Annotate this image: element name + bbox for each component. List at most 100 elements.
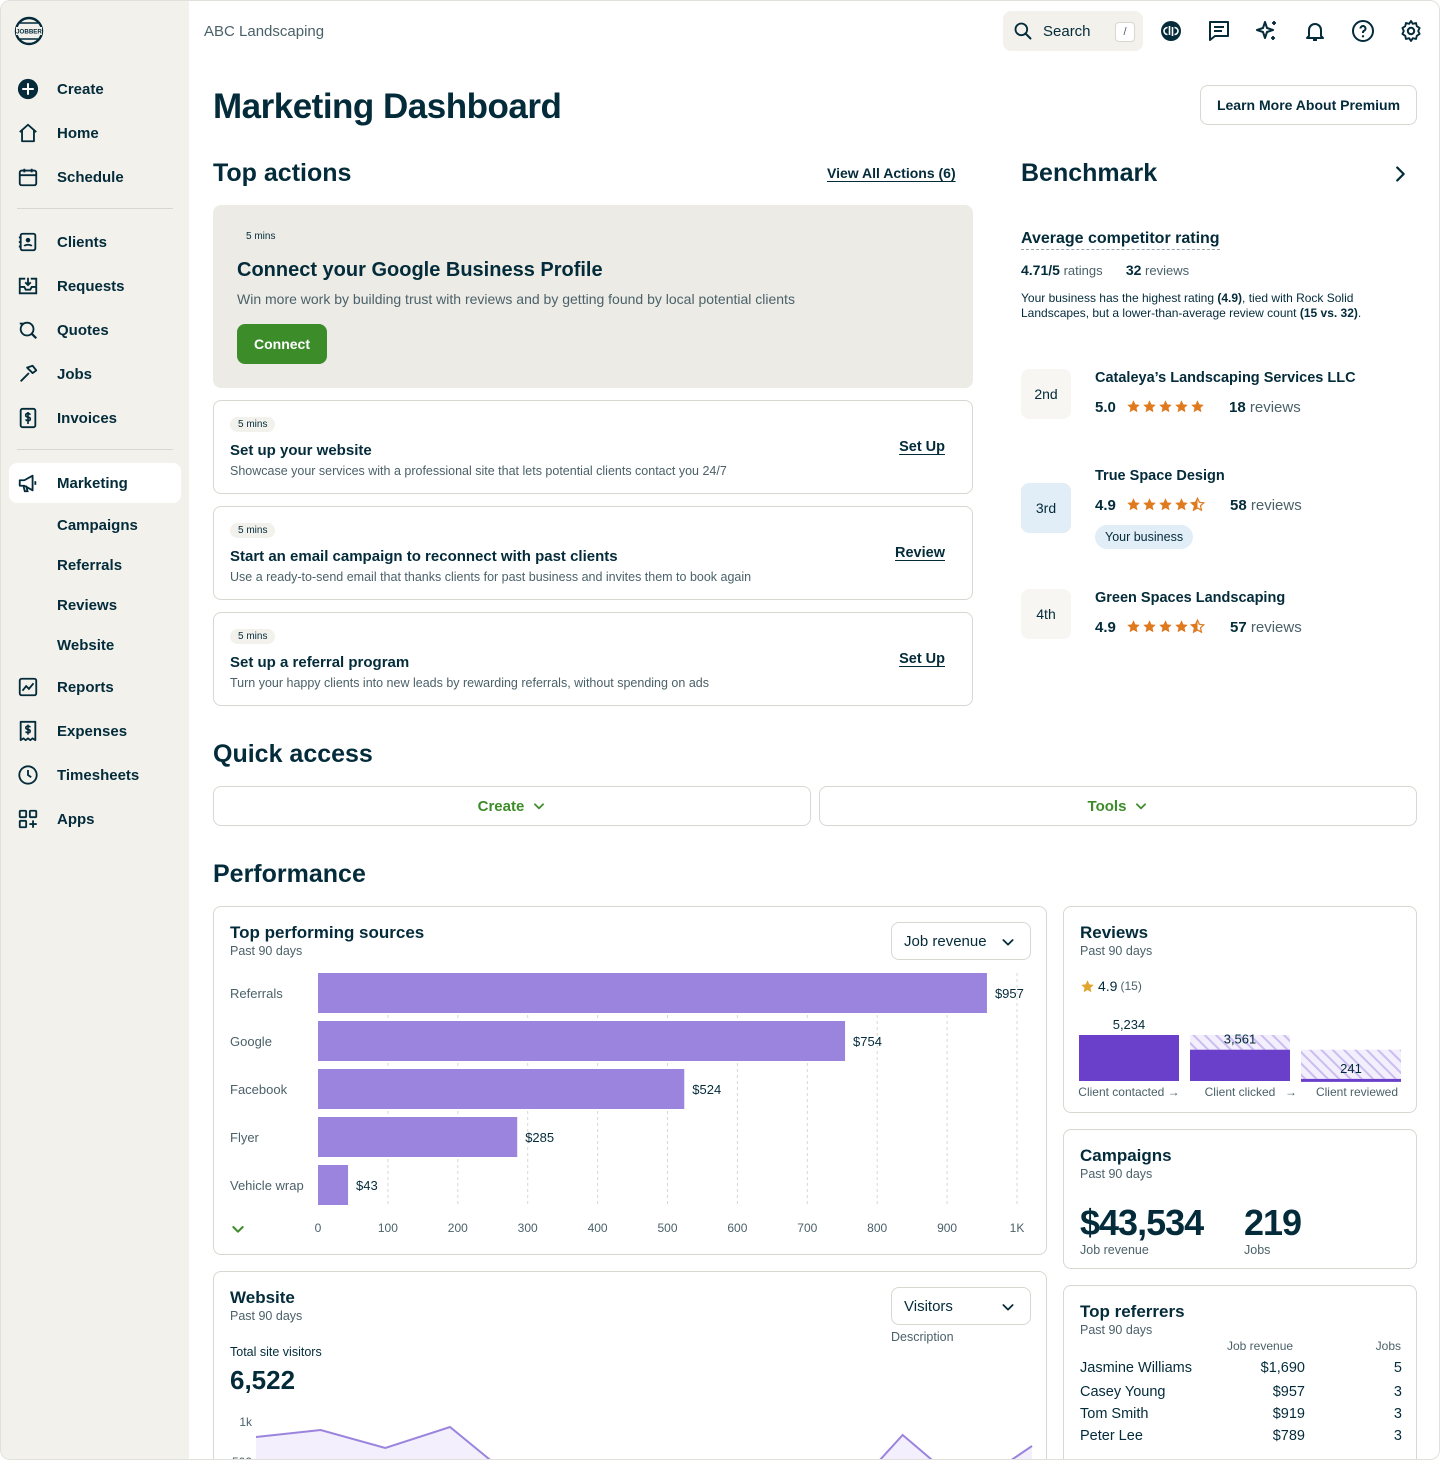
x-tick-label: 400 <box>588 1221 608 1235</box>
hammer-icon <box>20 364 38 382</box>
sidebar-item-label: Schedule <box>57 168 124 186</box>
settings-gear-icon[interactable] <box>1399 19 1423 43</box>
sidebar-item-home[interactable]: Home <box>9 113 181 153</box>
bar[interactable] <box>318 1165 349 1205</box>
search-box[interactable]: Search / <box>1003 11 1143 51</box>
sidebar-item-jobs[interactable]: Jobs <box>9 354 181 394</box>
referrer-name: Casey Young <box>1080 1384 1166 1400</box>
sidebar-item-expenses[interactable]: Expenses <box>9 711 181 751</box>
quick-create-dropdown[interactable]: Create <box>213 786 811 826</box>
bell-icon[interactable] <box>1303 19 1327 43</box>
y-tick-label: 1k <box>239 1415 253 1429</box>
action-description: Use a ready-to-send email that thanks cl… <box>230 570 752 584</box>
chevron-down-icon <box>1002 939 1014 946</box>
sparkle-ai-icon[interactable] <box>1255 19 1279 43</box>
sidebar-item-invoices[interactable]: Invoices <box>9 398 181 438</box>
google-profile-action-card: 5 mins Connect your Google Business Prof… <box>213 205 973 388</box>
view-all-actions-link[interactable]: View All Actions (6) <box>827 165 956 181</box>
set-up-referral-link[interactable]: Set Up <box>899 651 945 667</box>
time-badge: 5 mins <box>246 231 276 242</box>
metric-select-value: Job revenue <box>904 932 987 950</box>
action-title: Set up your website <box>230 442 372 459</box>
sidebar-subitem-website[interactable]: Website <box>57 637 115 654</box>
x-tick-label: 700 <box>797 1221 817 1235</box>
sidebar-item-reports[interactable]: Reports <box>9 667 181 707</box>
card-title: Website <box>230 1288 295 1307</box>
sidebar-item-create[interactable]: Create <box>9 69 181 109</box>
company-name[interactable]: ABC Landscaping <box>204 23 325 40</box>
sidebar-item-clients[interactable]: Clients <box>9 222 181 262</box>
learn-more-premium-button[interactable]: Learn More About Premium <box>1200 85 1417 125</box>
sidebar-divider <box>17 449 173 450</box>
card-subtitle: Past 90 days <box>1080 944 1153 958</box>
arrow-right-icon: → <box>1285 1085 1297 1099</box>
funnel-bar[interactable] <box>1190 1049 1290 1081</box>
megaphone-icon <box>18 474 37 493</box>
connect-button[interactable]: Connect <box>237 324 327 364</box>
competitor-name: True Space Design <box>1095 468 1225 484</box>
bar[interactable] <box>318 973 987 1013</box>
quick-tools-dropdown[interactable]: Tools <box>819 786 1417 826</box>
help-icon[interactable] <box>1351 19 1375 43</box>
review-campaign-link[interactable]: Review <box>895 545 945 561</box>
sidebar-item-schedule[interactable]: Schedule <box>9 157 181 197</box>
action-description: Win more work by building trust with rev… <box>237 291 795 307</box>
sidebar-subitem-reviews[interactable]: Reviews <box>57 597 118 614</box>
dropoff-area <box>1190 1035 1290 1050</box>
sidebar-item-apps[interactable]: Apps <box>9 799 181 839</box>
sidebar-subitem-campaigns[interactable]: Campaigns <box>57 517 138 534</box>
sidebar-item-label: Create <box>57 80 104 98</box>
sidebar-item-marketing[interactable]: Marketing <box>9 463 181 503</box>
x-tick-label: 600 <box>727 1221 747 1235</box>
bar[interactable] <box>318 1069 685 1109</box>
value-label: $957 <box>995 986 1024 1001</box>
sidebar-divider <box>17 208 173 209</box>
website-metric-select[interactable]: Visitors <box>891 1287 1031 1325</box>
funnel-bar[interactable] <box>1079 1035 1179 1081</box>
chevron-right-icon[interactable] <box>1389 163 1411 185</box>
sidebar-item-timesheets[interactable]: Timesheets <box>9 755 181 795</box>
metric-select-value: Visitors <box>904 1297 953 1315</box>
rating-count: (15) <box>1120 979 1142 993</box>
sidebar-item-label: Timesheets <box>57 766 140 784</box>
expand-chevron-icon[interactable] <box>230 1221 246 1237</box>
star-icon <box>1143 400 1156 413</box>
jobber-logo-icon[interactable]: JOBBER <box>13 15 45 47</box>
value-label: $285 <box>525 1130 554 1145</box>
referrer-jobs: 3 <box>1393 1406 1402 1422</box>
sidebar-item-quotes[interactable]: Quotes <box>9 310 181 350</box>
col-header-jobs: Jobs <box>1375 1339 1401 1353</box>
total-visitors-value: 6,522 <box>230 1365 296 1395</box>
select-description: Description <box>891 1330 954 1344</box>
receipt-dollar-icon <box>19 720 37 742</box>
star-rating <box>1126 399 1205 415</box>
reviews-funnel-chart: 5,234 Client contacted → 3,561 Client click… <box>1078 1017 1401 1099</box>
apps-grid-icon <box>18 809 38 829</box>
sidebar-subitem-referrals[interactable]: Referrals <box>57 557 123 574</box>
messages-icon[interactable] <box>1207 19 1231 43</box>
funnel-value-label: 5,234 <box>1113 1017 1146 1032</box>
funnel-bar[interactable] <box>1301 1078 1401 1082</box>
metric-select[interactable]: Job revenue <box>891 922 1031 960</box>
star-icon <box>1127 400 1140 413</box>
sidebar-item-label: Requests <box>57 277 125 295</box>
quickbooks-icon[interactable] <box>1159 19 1183 43</box>
competitor-reviews: 18 reviews <box>1229 399 1301 416</box>
bar[interactable] <box>318 1021 846 1061</box>
average-competitor-rating-label[interactable]: Average competitor rating <box>1021 230 1220 250</box>
sidebar-item-label: Jobs <box>57 365 93 383</box>
performance-title: Performance <box>213 860 366 888</box>
card-title: Reviews <box>1080 923 1149 942</box>
bar[interactable] <box>318 1117 518 1157</box>
visitors-line[interactable] <box>255 1425 1033 1460</box>
star-icon <box>1175 620 1188 633</box>
invoice-dollar-icon <box>19 407 37 429</box>
campaign-revenue-value: $43,534 <box>1080 1202 1204 1243</box>
rank-badge: 3rd <box>1021 483 1071 533</box>
campaign-jobs-label: Jobs <box>1244 1243 1271 1257</box>
sidebar-item-requests[interactable]: Requests <box>9 266 181 306</box>
set-up-website-link[interactable]: Set Up <box>899 439 945 455</box>
x-tick-label: 800 <box>867 1221 887 1235</box>
avg-review-count: 32 <box>1125 262 1142 278</box>
calendar-icon <box>18 168 38 187</box>
